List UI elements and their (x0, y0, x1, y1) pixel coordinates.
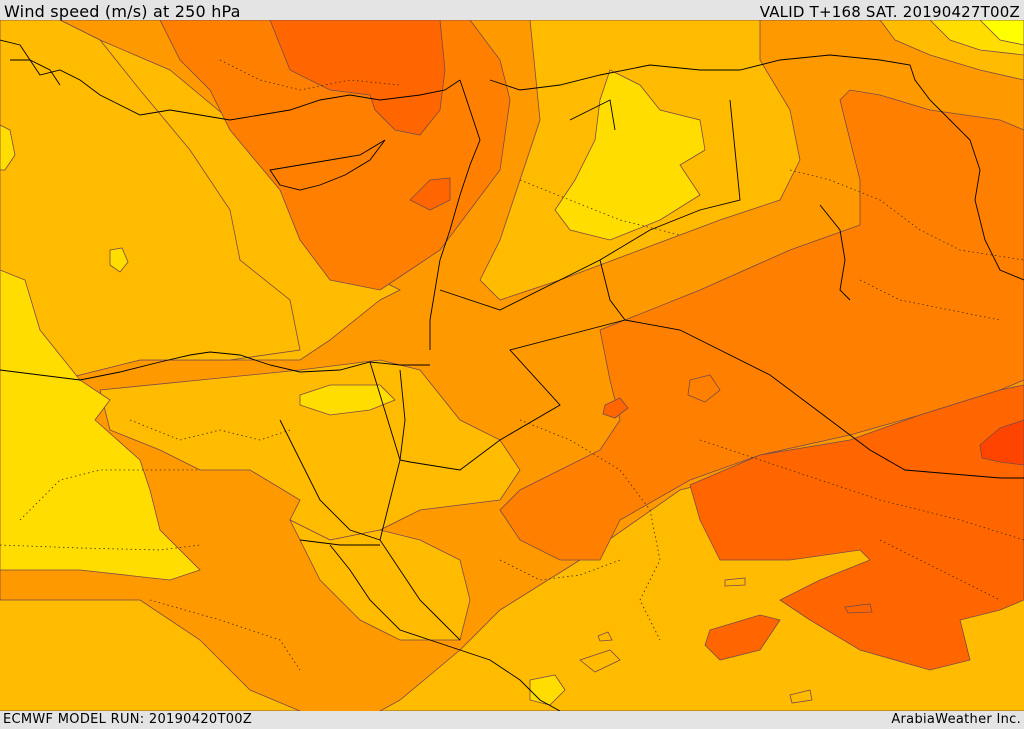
map-canvas (0, 20, 1024, 711)
country-borders (299, 54, 1024, 546)
credit: ArabiaWeather Inc. (891, 712, 1021, 727)
contour-band-libya (0, 269, 201, 581)
coastlines (0, 39, 851, 711)
contour-band-syria-core (554, 69, 706, 241)
contour-ring-1 (687, 374, 721, 403)
contour-ring-5 (789, 689, 813, 704)
contour-band-ne-core (979, 20, 1024, 46)
contour-band-red-sea (289, 519, 471, 641)
contour-band-jet-south (704, 614, 781, 661)
valid-time: VALID T+168 SAT. 20190427T00Z (759, 3, 1020, 21)
contour-ring-3 (844, 603, 873, 614)
map-footer: ECMWF MODEL RUN: 20190420T00Z ArabiaWeat… (0, 711, 1024, 729)
contour-band-sinai (99, 359, 521, 541)
admin-borders (0, 59, 1024, 671)
contour-band-saudi (499, 89, 1024, 561)
contour-ring-4 (579, 649, 621, 673)
contour-band-jet-core (979, 419, 1024, 466)
contour-band-jordan (602, 397, 629, 419)
contour-band-yemen (529, 674, 566, 706)
contour-ring-6 (597, 631, 613, 642)
model-run: ECMWF MODEL RUN: 20190420T00Z (3, 712, 253, 727)
contour-band-nile (299, 384, 396, 416)
contour-band-aegean (0, 124, 16, 171)
contour-band-jet (689, 384, 1024, 671)
wind-speed-map (0, 20, 1024, 711)
contour-band-islet (109, 247, 129, 273)
map-header: Wind speed (m/s) at 250 hPa VALID T+168 … (0, 0, 1024, 21)
contour-band-turkey-core (269, 20, 446, 136)
contour-band-spot (409, 177, 451, 211)
map-title: Wind speed (m/s) at 250 hPa (4, 2, 241, 21)
contour-ring-2 (724, 577, 746, 587)
